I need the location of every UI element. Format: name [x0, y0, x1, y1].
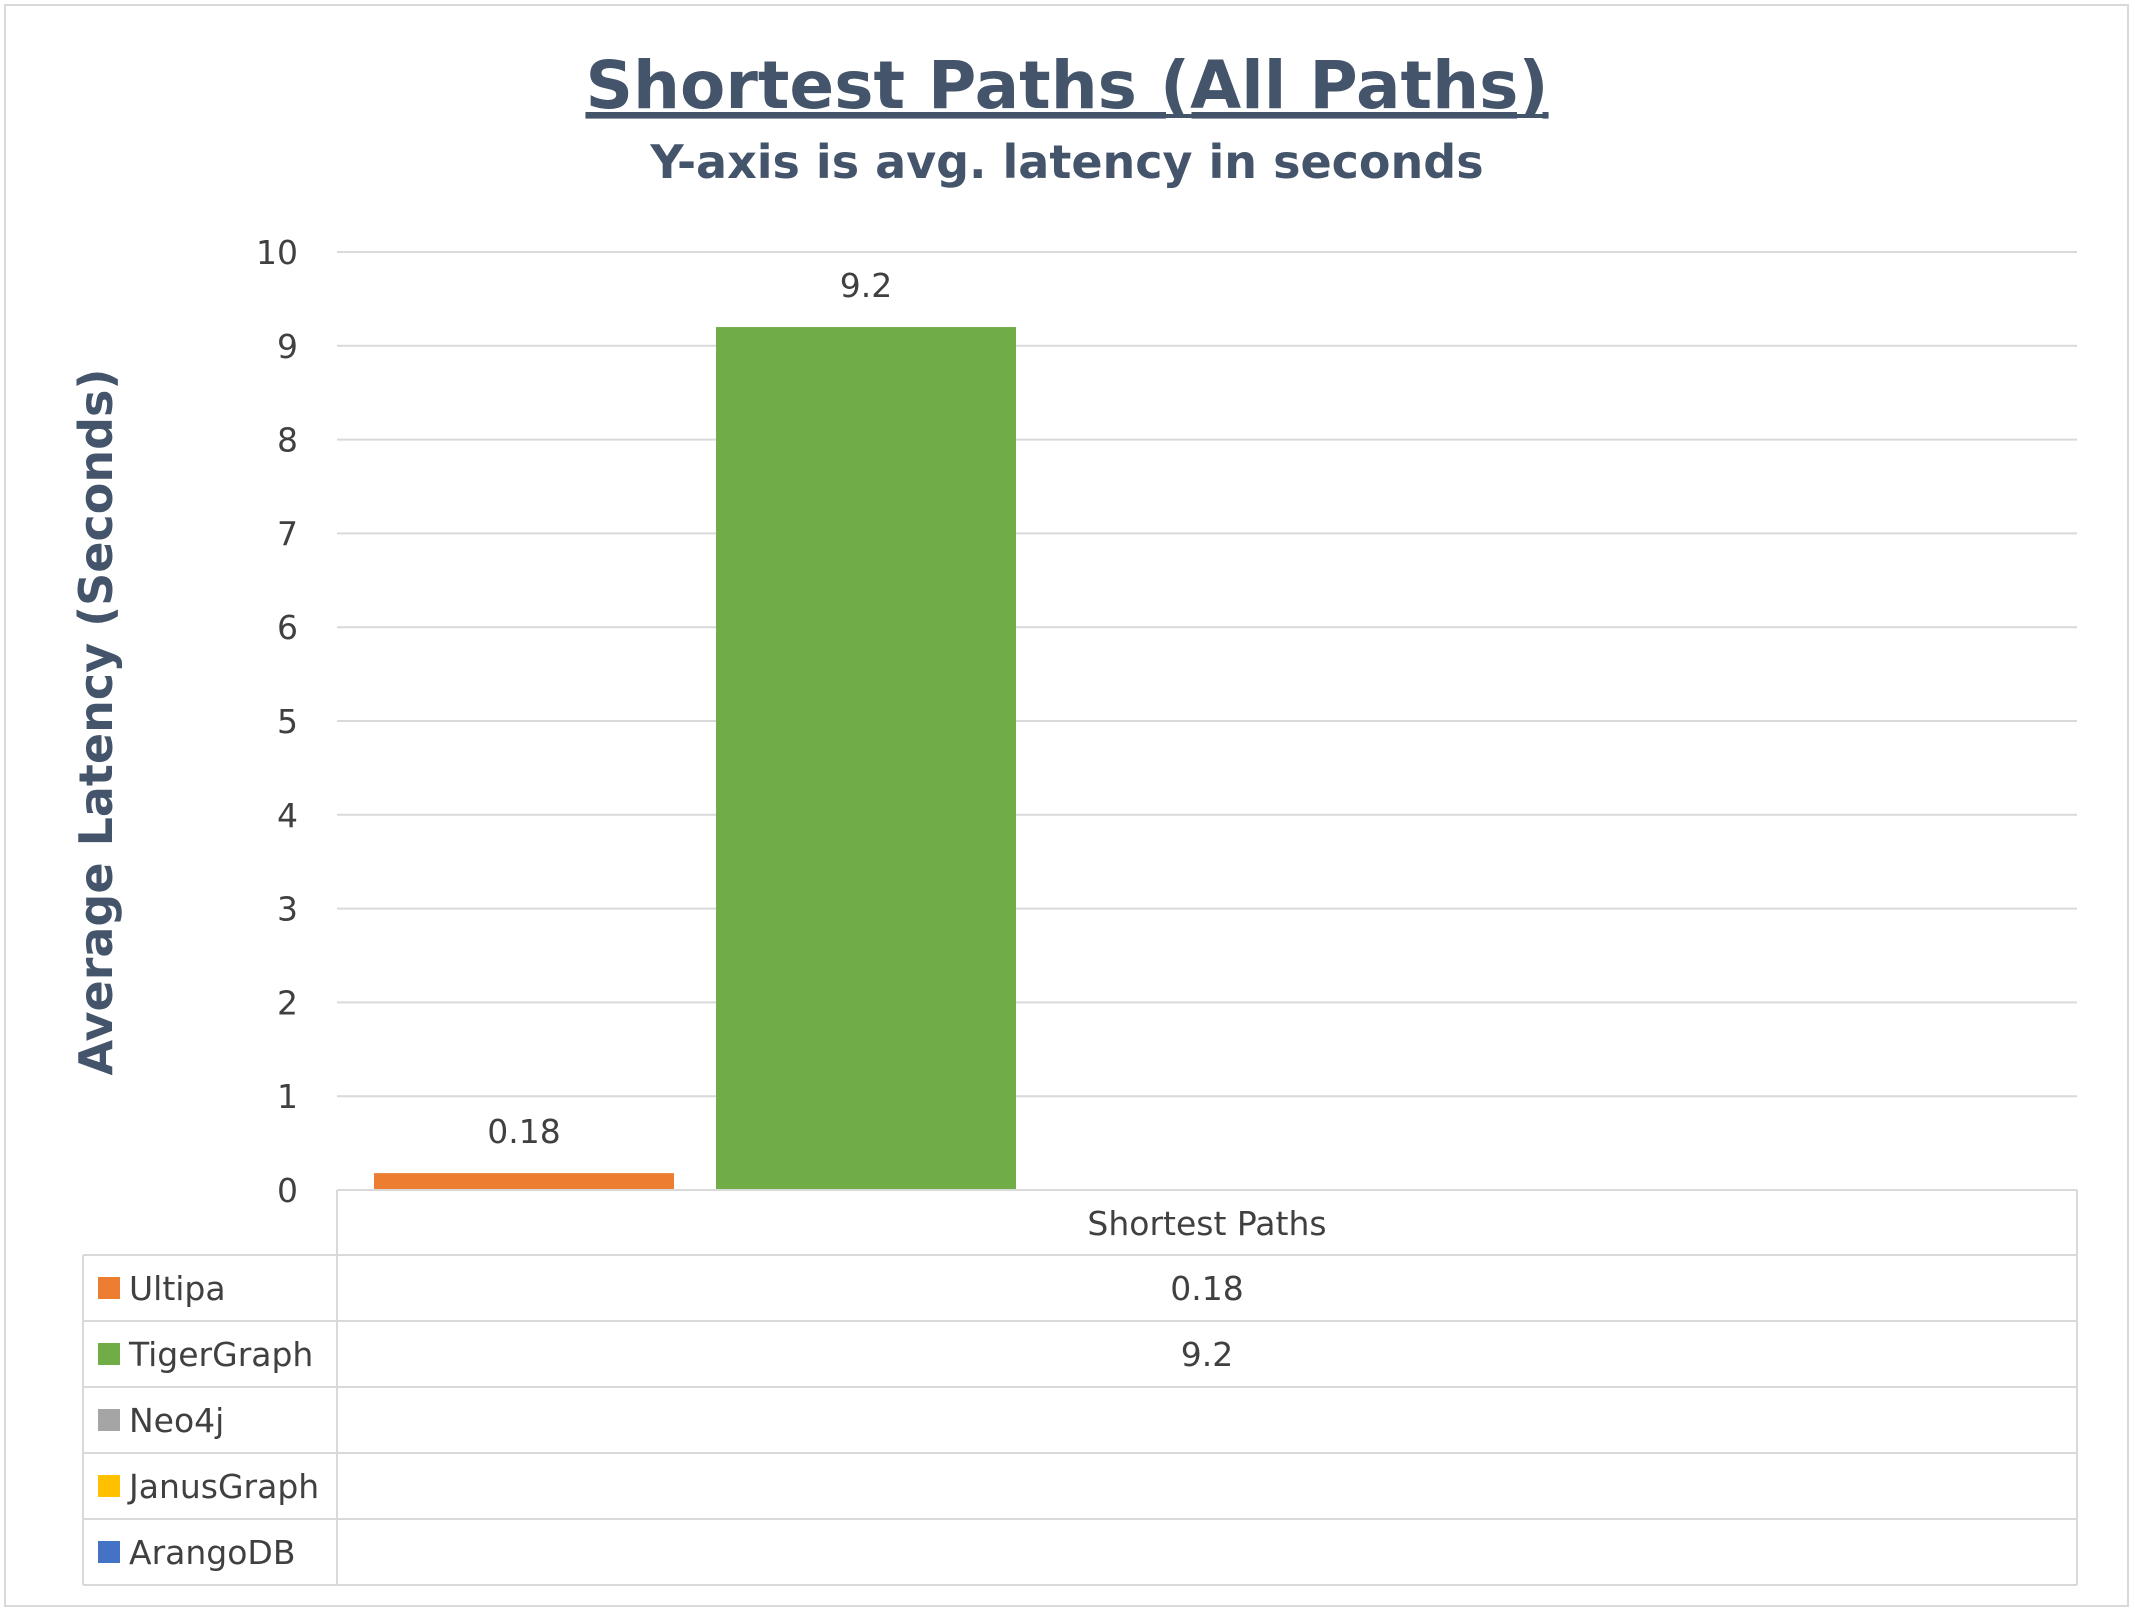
y-tick-label: 8	[277, 421, 298, 460]
legend-swatch-arangodb	[98, 1541, 120, 1563]
y-tick-label: 3	[277, 890, 298, 929]
y-tick-label: 9	[277, 327, 298, 366]
y-tick-label: 0	[277, 1171, 298, 1210]
bar-tigergraph	[716, 327, 1016, 1190]
legend-swatch-janusgraph	[98, 1475, 120, 1497]
y-tick-label: 5	[277, 702, 298, 741]
y-tick-label: 6	[277, 608, 298, 647]
legend-label-ultipa: Ultipa	[129, 1269, 226, 1308]
legend-swatch-ultipa	[98, 1277, 120, 1299]
y-axis-ticks: 0 1 2 3 4 5 6 7 8 9 10	[256, 233, 298, 1210]
y-axis-label: Average Latency (Seconds)	[69, 369, 123, 1076]
legend-label-tigergraph: TigerGraph	[128, 1335, 313, 1374]
y-tick-label: 1	[277, 1077, 298, 1116]
legend-label-arangodb: ArangoDB	[129, 1533, 295, 1572]
legend-swatch-neo4j	[98, 1409, 120, 1431]
data-label-tigergraph: 9.2	[840, 266, 892, 305]
y-tick-label: 7	[277, 514, 298, 553]
legend-swatch-tigergraph	[98, 1343, 120, 1365]
category-label: Shortest Paths	[1087, 1204, 1326, 1243]
table-value-ultipa: 0.18	[1170, 1269, 1243, 1308]
y-tick-label: 2	[277, 983, 298, 1022]
chart-title: Shortest Paths (All Paths)	[585, 47, 1548, 124]
gridlines	[337, 251, 2077, 1191]
data-label-ultipa: 0.18	[487, 1112, 560, 1151]
legend-label-neo4j: Neo4j	[129, 1401, 224, 1440]
bars	[374, 327, 1016, 1190]
y-tick-label: 4	[277, 796, 298, 835]
data-labels: 0.18 9.2	[487, 266, 892, 1151]
bar-ultipa	[374, 1173, 674, 1190]
data-table: Shortest Paths Ultipa 0.18 TigerGraph 9.2 Neo…	[82, 1189, 2078, 1586]
chart-subtitle: Y-axis is avg. latency in seconds	[649, 135, 1483, 189]
chart-frame	[4, 4, 2129, 1607]
legend-label-janusgraph: JanusGraph	[127, 1467, 319, 1506]
y-tick-label: 10	[256, 233, 298, 272]
table-value-tigergraph: 9.2	[1181, 1335, 1233, 1374]
